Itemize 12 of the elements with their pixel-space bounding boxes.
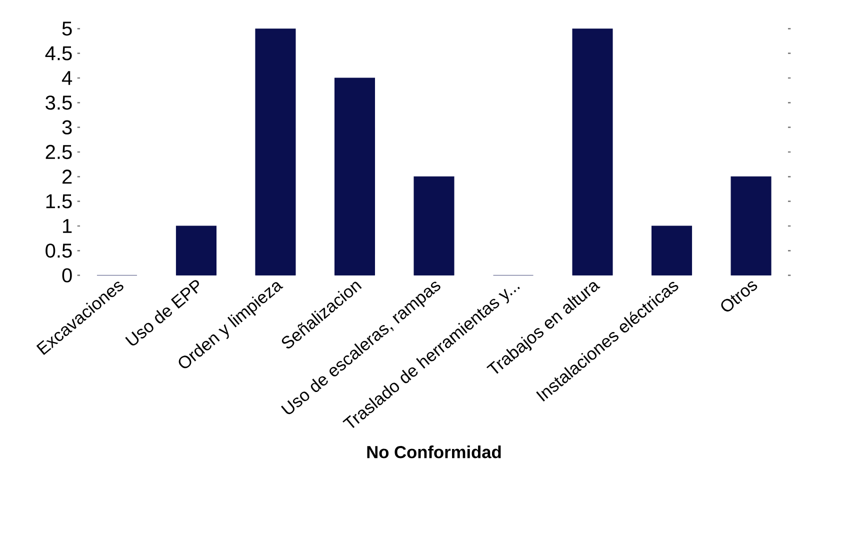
y-tick-label: 2 (62, 170, 72, 184)
y-tick-label: 5 (62, 22, 72, 36)
y-tick-label: 4.5 (45, 46, 72, 60)
y-tick-label: 0 (62, 268, 72, 282)
y-tick-label: 0.5 (46, 244, 72, 258)
y-tick-label: 2.5 (46, 144, 72, 160)
y-tick-label: 4 (62, 71, 72, 85)
y-tick-label: 1 (63, 219, 72, 233)
x-axis-title: No Conformidad (367, 446, 501, 458)
y-tick-label: 3.5 (46, 96, 72, 110)
y-tick-label: 1.5 (46, 194, 72, 208)
y-tick-label: 3 (62, 120, 72, 134)
